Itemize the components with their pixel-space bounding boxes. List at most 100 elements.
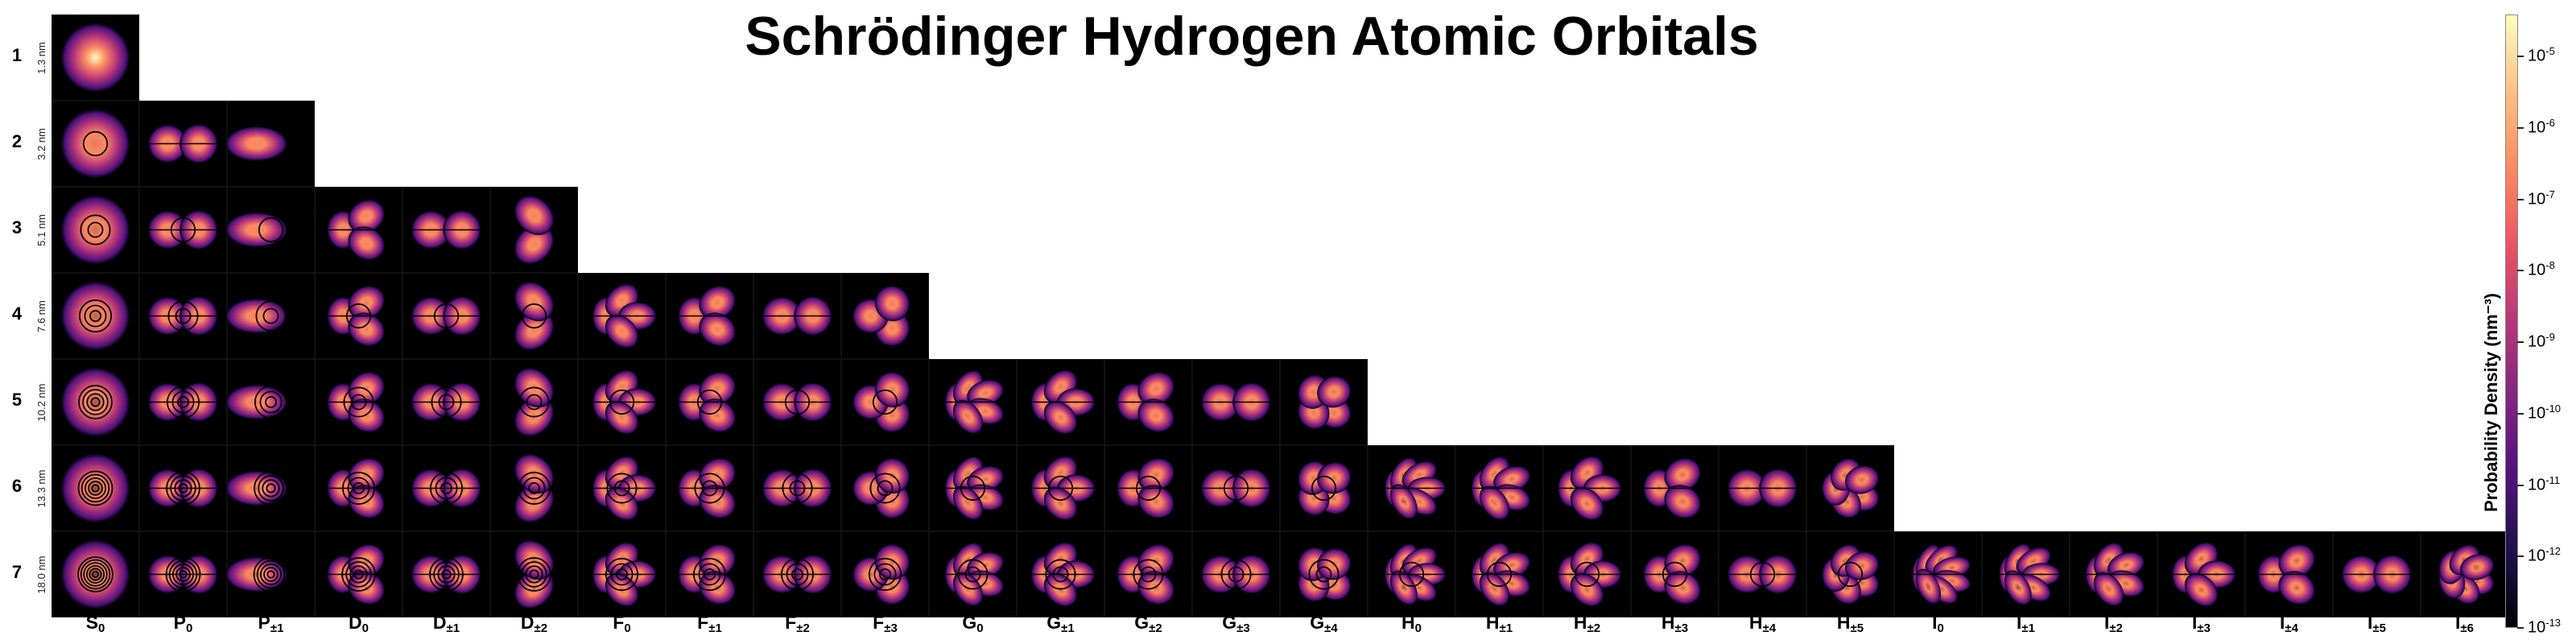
column-label-i-22: I±1 [1982,612,2070,635]
column-label-i-23: I±2 [2070,612,2157,635]
row-label-n2: 2 [0,131,45,152]
orbital-lobe [2278,571,2315,605]
orbital-cell-7h-m2 [1543,531,1631,617]
radial-node-ring [266,483,276,493]
radial-node-ring [85,477,106,499]
orbital-lobe [227,126,288,161]
orbital-lobe [60,195,130,265]
radial-node-ring [265,396,277,408]
orbital-lobe [1137,544,1174,578]
column-subscript: ±1 [708,621,722,635]
orbital-cell-1s-m0 [52,14,139,101]
orbital-lobe [1317,462,1352,494]
orbital-cell-6g-m2 [1104,445,1192,531]
orbital-cell-6d-m0 [315,445,402,531]
orbital-lobe [1664,485,1701,518]
orbital-cell-2p-m0 [139,101,227,187]
row-size-label: 10.2 nm [35,383,47,422]
orbital-cell-2p-m1 [227,101,315,187]
orbital-image [1201,555,1271,594]
radial-node-ring [256,559,286,589]
radial-node-ring [877,480,894,497]
orbital-image [2166,542,2236,607]
column-letter: H [1661,612,1675,633]
orbital-image [2438,544,2495,605]
orbital-image [227,126,288,161]
orbital-lobe [1389,570,1418,605]
column-letter: I [2280,612,2285,633]
orbital-cell-6f-m1 [666,445,753,531]
radial-node-ring [89,310,101,322]
orbital-lobe [2278,544,2315,578]
column-label-i-24: I±3 [2157,612,2245,635]
column-label-d-5: D±2 [490,612,578,635]
orbital-lobe [1137,398,1174,432]
column-letter: F [873,612,885,633]
orbital-cell-6p-m0 [139,445,227,531]
orbital-cell-7p-m1 [227,531,315,617]
orbital-lobe [348,544,385,578]
orbital-image [411,382,481,422]
orbital-image [227,471,288,506]
orbital-lobe [60,539,130,609]
orbital-lobe [514,540,554,580]
orbital-cell-6h-m0 [1368,445,1455,531]
radial-node-ring [260,564,282,585]
column-label-g-12: G±2 [1104,612,1192,635]
row-number: 5 [11,390,23,410]
row-label-n3: 3 [0,217,45,238]
orbital-lobe [348,398,385,432]
row-number: 1 [11,45,23,65]
orbital-image [1640,544,1710,605]
column-label-g-11: G±1 [1017,612,1104,635]
orbital-image [852,371,910,433]
radial-node-ring [521,561,547,588]
orbital-image [2342,555,2412,594]
radial-node-ring [869,558,902,591]
orbital-image [1552,542,1622,607]
orbital-lobe [1845,465,1880,494]
orbital-lobe [514,282,554,322]
radial-node-ring [521,303,547,329]
orbital-cell-5g-m3 [1192,359,1280,445]
orbital-lobe [1925,544,1958,574]
orbital-cell-6f-m0 [578,445,666,531]
orbital-cell-5d-m1 [402,359,490,445]
radial-node-ring [253,556,289,592]
orbital-image [1822,458,1880,518]
orbital-lobe [605,487,639,521]
radial-node-ring [872,389,898,415]
orbital-image [324,286,394,346]
orbital-image [411,469,481,508]
orbital-image [2079,543,2149,606]
column-label-i-25: I±4 [2245,612,2333,635]
orbital-image [1552,456,1622,521]
radial-node-ring [1837,561,1864,588]
orbital-cell-2s-m0 [52,101,139,187]
orbital-cell-6h-m1 [1455,445,1543,531]
colorbar-tick-label: 10-9 [2528,331,2555,351]
orbital-image [227,299,288,333]
column-label-d-3: D0 [315,612,402,635]
radial-node-ring [80,214,111,246]
orbital-cell-4p-m1 [227,273,315,359]
orbital-cell-7d-m1 [402,531,490,617]
orbital-lobe [699,458,736,492]
column-letter: H [1485,612,1500,633]
column-letter: H [1836,612,1851,633]
column-subscript: ±3 [884,621,898,635]
row-label-n7: 7 [0,562,45,583]
orbital-lobe [227,557,288,592]
orbital-cell-7f-m1 [666,531,753,617]
radial-node-ring [517,557,551,592]
orbital-lobe [1137,485,1174,518]
orbital-lobe [1043,487,1078,521]
column-subscript: 0 [98,621,105,635]
radial-node-ring [82,130,109,157]
orbital-image [1201,469,1271,508]
radial-node-ring [77,470,114,506]
radial-node-ring [255,300,287,332]
orbital-cell-5g-m0 [929,359,1017,445]
radial-node-ring [262,479,280,497]
colorbar-tick [2517,555,2524,558]
